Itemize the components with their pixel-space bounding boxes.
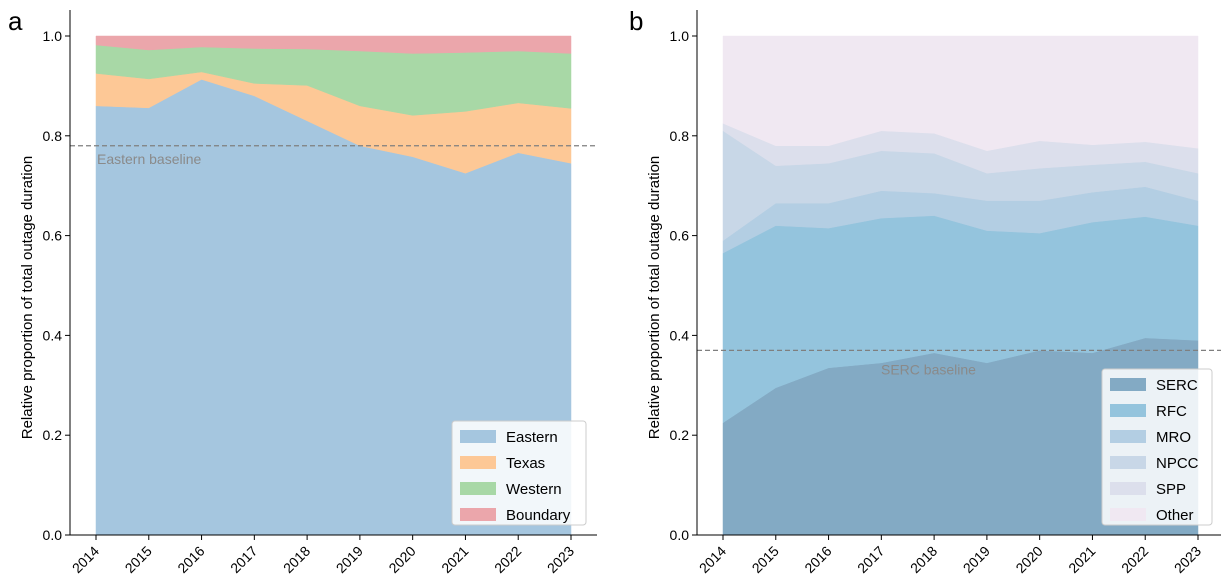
legend-label-texas: Texas: [506, 455, 545, 472]
legend-swatch-other: [1110, 508, 1146, 521]
x-tick-label: 2020: [385, 543, 418, 576]
x-tick-label: 2018: [907, 543, 940, 576]
y-axis-label: Relative proportion of total outage dura…: [646, 156, 663, 440]
legend-label-serc: SERC: [1156, 377, 1198, 394]
y-tick-label: 0.2: [43, 427, 63, 443]
legend-swatch-spp: [1110, 482, 1146, 495]
x-tick-label: 2015: [122, 543, 155, 576]
x-tick-label: 2021: [1065, 543, 1098, 576]
legend-label-rfc: RFC: [1156, 403, 1187, 420]
legend-label-npcc: NPCC: [1156, 455, 1199, 472]
x-tick-label: 2017: [854, 543, 887, 576]
area-boundary: [95, 35, 572, 54]
y-tick-label: 0.4: [670, 327, 690, 343]
x-tick-label: 2022: [1118, 543, 1151, 576]
legend: SERC RFC MRO NPCC SPP Other: [1101, 368, 1213, 526]
baseline-label: SERC baseline: [881, 361, 976, 377]
x-tick-label: 2023: [544, 543, 577, 576]
legend-box: [451, 420, 587, 526]
x-tick-label: 2014: [696, 543, 729, 576]
legend-swatch-npcc: [1110, 456, 1146, 469]
panel-b: b SERC baseline 0.0 0.2 0.4 0.6 0.8 1.0 2014 2015…: [629, 6, 1221, 576]
y-tick-label: 0.8: [670, 128, 690, 144]
y-axis-label: Relative proportion of total outage dura…: [19, 156, 36, 440]
legend-label-boundary: Boundary: [506, 507, 571, 524]
x-tick-label: 2016: [801, 543, 834, 576]
panel-label: b: [629, 6, 643, 36]
x-tick-label: 2020: [1012, 543, 1045, 576]
x-tick-label: 2023: [1171, 543, 1204, 576]
x-tick-label: 2019: [960, 543, 993, 576]
baseline-label: Eastern baseline: [97, 151, 202, 167]
y-tick-label: 0.6: [43, 228, 63, 244]
x-tick-label: 2016: [174, 543, 207, 576]
y-tick-label: 0.6: [670, 228, 690, 244]
legend-label-eastern: Eastern: [506, 429, 558, 446]
panel-a: a Eastern baseline 0.0 0.2 0.4 0.6 0.8 1.0 2014 2…: [8, 6, 597, 576]
legend-swatch-texas: [460, 456, 496, 469]
legend-swatch-rfc: [1110, 404, 1146, 417]
y-tick-label: 1.0: [43, 28, 63, 44]
y-tick-label: 0.4: [43, 327, 63, 343]
x-tick-label: 2014: [69, 543, 102, 576]
y-tick-label: 0.0: [43, 527, 63, 543]
y-tick-label: 0.0: [670, 527, 690, 543]
legend-swatch-mro: [1110, 430, 1146, 443]
x-tick-label: 2021: [438, 543, 471, 576]
legend-label-mro: MRO: [1156, 429, 1191, 446]
legend-label-western: Western: [506, 481, 562, 498]
legend-swatch-eastern: [460, 430, 496, 443]
legend-swatch-western: [460, 482, 496, 495]
legend-swatch-serc: [1110, 378, 1146, 391]
panel-label: a: [8, 6, 23, 36]
area-other: [722, 35, 1199, 152]
x-tick-label: 2018: [280, 543, 313, 576]
legend: Eastern Texas Western Boundary: [451, 420, 587, 526]
legend-swatch-boundary: [460, 508, 496, 521]
x-tick-label: 2017: [227, 543, 260, 576]
legend-label-spp: SPP: [1156, 481, 1186, 498]
y-tick-label: 0.8: [43, 128, 63, 144]
x-tick-label: 2019: [333, 543, 366, 576]
x-tick-label: 2022: [491, 543, 524, 576]
legend-label-other: Other: [1156, 507, 1194, 524]
y-tick-label: 0.2: [670, 427, 690, 443]
y-tick-label: 1.0: [670, 28, 690, 44]
x-tick-label: 2015: [749, 543, 782, 576]
